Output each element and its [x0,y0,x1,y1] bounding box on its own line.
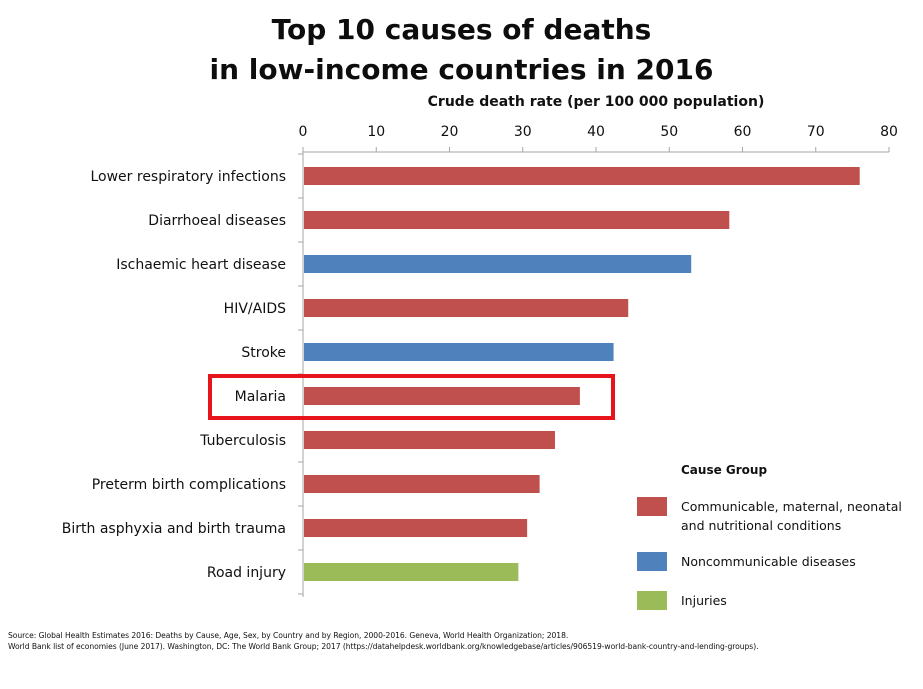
x-tick-label: 30 [514,124,532,140]
bar [304,299,629,317]
legend-swatch-noncommunicable [637,552,667,571]
category-label: Road injury [207,565,286,581]
category-label: HIV/AIDS [224,301,286,317]
legend-label-communicable: Communicable, maternal, neonatal and nut… [681,499,902,533]
legend-swatch-communicable [637,497,667,516]
source-line-1: Source: Global Health Estimates 2016: De… [8,631,569,640]
category-label: Birth asphyxia and birth trauma [62,521,286,537]
category-label: Lower respiratory infections [90,169,286,185]
bar [304,255,692,273]
bar [304,563,519,581]
source-line-2: World Bank list of economies (June 2017)… [8,642,759,651]
bar [304,211,730,229]
legend-item-communicable: Communicable, maternal, neonatal and nut… [637,497,911,535]
category-label: Preterm birth complications [92,477,286,493]
legend-swatch-injuries [637,591,667,610]
bar [304,431,555,449]
x-tick-label: 80 [880,124,898,140]
x-tick-label: 50 [660,124,678,140]
bar [304,519,528,537]
x-tick-label: 40 [587,124,605,140]
x-tick-label: 10 [367,124,385,140]
chart-title-line-2: in low-income countries in 2016 [209,53,714,86]
legend-title: Cause Group [681,463,768,477]
category-label: Diarrhoeal diseases [148,213,286,229]
bar [304,387,580,405]
bar [304,475,540,493]
x-tick-label: 0 [299,124,308,140]
x-tick-label: 60 [734,124,752,140]
category-label: Tuberculosis [199,433,286,449]
category-label: Malaria [235,389,286,405]
bar [304,343,614,361]
source-note: Source: Global Health Estimates 2016: De… [8,630,918,652]
bar [304,167,860,185]
highlight-box [208,374,615,420]
legend-label-injuries: Injuries [681,593,727,608]
x-axis-title: Crude death rate (per 100 000 population… [427,94,765,110]
legend-item-noncommunicable: Noncommunicable diseases [637,552,911,571]
chart-title-line-1: Top 10 causes of deaths [271,13,652,46]
legend-item-injuries: Injuries [637,591,911,610]
x-tick-label: 20 [441,124,459,140]
legend-label-noncommunicable: Noncommunicable diseases [681,554,856,569]
category-label: Stroke [241,345,286,361]
x-tick-label: 70 [807,124,825,140]
category-label: Ischaemic heart disease [116,257,286,273]
